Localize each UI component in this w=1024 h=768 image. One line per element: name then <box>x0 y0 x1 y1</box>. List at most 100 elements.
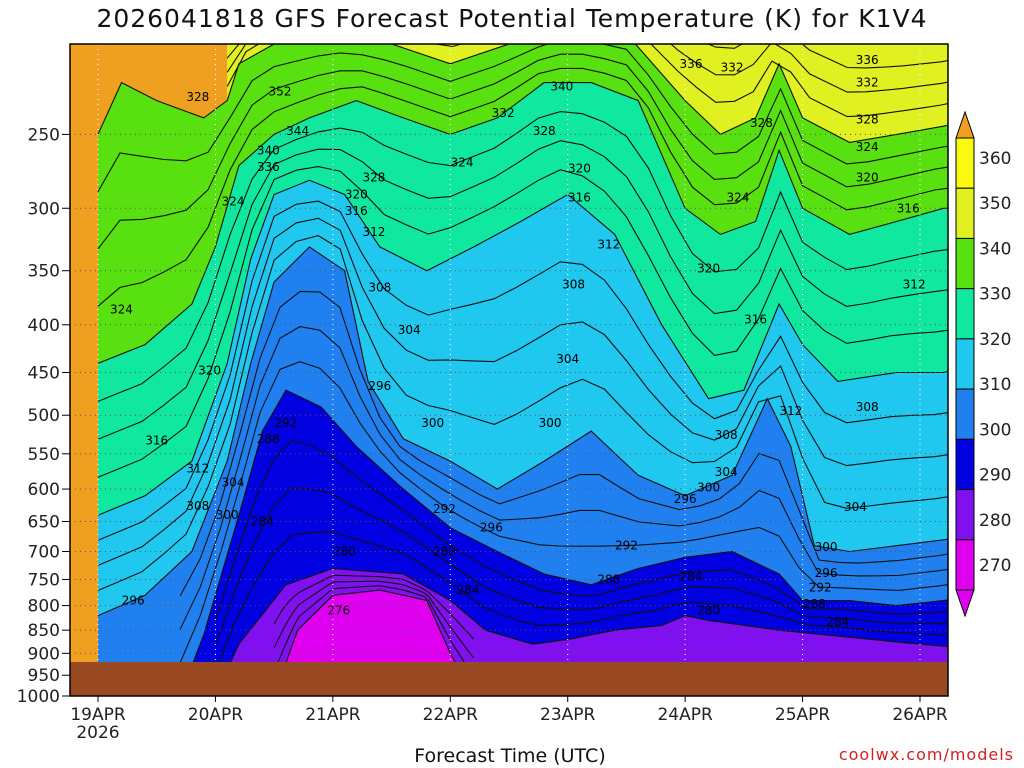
isentrope-lines <box>97 0 948 696</box>
colorbar-top-arrow <box>955 110 975 139</box>
contour-label: 300 <box>539 416 562 430</box>
isentrope-minor <box>214 530 948 672</box>
y-tick-label: 250 <box>28 125 60 145</box>
isentrope-340 <box>227 44 903 45</box>
isentrope-minor <box>273 585 475 678</box>
y-tick-label: 500 <box>28 406 60 426</box>
plot-frame <box>69 43 949 697</box>
contour-label: 340 <box>550 79 573 93</box>
contour-label: 288 <box>257 432 280 446</box>
contour-label: 308 <box>715 428 738 442</box>
contour-label: 296 <box>674 492 697 506</box>
contour-label: 292 <box>433 502 456 516</box>
contour-label: 316 <box>345 204 368 218</box>
y-tick-label: 450 <box>28 364 60 384</box>
contour-label: 296 <box>122 594 145 608</box>
color-bands <box>70 44 948 696</box>
x-tick-year: 2026 <box>76 723 119 743</box>
colorbar-bottom-arrow <box>955 589 975 618</box>
contour-label: 344 <box>286 124 309 138</box>
y-tick-label: 650 <box>28 512 60 532</box>
colorbar-label: 280 <box>979 511 1011 531</box>
x-axis: 19APR 20APR 21APR 22APR 23APR 24APR 25APR 26APR <box>70 696 948 725</box>
isentrope-310 <box>97 179 948 516</box>
contour-label: 312 <box>597 237 620 251</box>
colorbar-segment <box>955 489 975 541</box>
isentrope-minor <box>214 439 948 621</box>
contour-label: 316 <box>568 190 591 204</box>
contour-label: 332 <box>856 76 879 90</box>
chart-title: 2026041818 GFS Forecast Potential Temper… <box>96 4 928 33</box>
contour-label: 284 <box>826 615 849 629</box>
colorbar-label: 320 <box>979 330 1011 350</box>
x-tick-label: 22APR <box>423 705 479 725</box>
contour-label: 328 <box>856 113 879 127</box>
colorbar-segment <box>955 288 975 340</box>
isentrope-minor <box>227 0 450 12</box>
y-axis: 250 300 350 400 450 500 550 600 650 700 750 800 850 9… <box>17 125 70 707</box>
contour-label: 328 <box>533 124 556 138</box>
contour-label: 324 <box>110 302 133 316</box>
contour-label: 304 <box>844 500 867 514</box>
colorbar-segment <box>955 539 975 591</box>
colorbar-label: 350 <box>979 194 1011 214</box>
contour-label: 320 <box>697 261 720 275</box>
contour-label: 312 <box>363 225 386 239</box>
colorbar-segment <box>955 388 975 440</box>
x-tick-label: 23APR <box>540 705 596 725</box>
isentrope-350 <box>227 0 450 1</box>
colorbar: 360 350 340 330 320 310 300 290 280 270 <box>955 110 1011 618</box>
isentrope-minor <box>97 166 948 478</box>
grid-lines <box>70 44 948 696</box>
contour-label: 332 <box>721 61 744 75</box>
y-tick-label: 900 <box>28 644 60 664</box>
colorbar-label: 330 <box>979 285 1011 305</box>
isentrope-minor <box>97 53 948 250</box>
contour-label: 296 <box>368 379 391 393</box>
isentrope-280 <box>214 567 948 696</box>
isentrope-minor <box>97 235 948 592</box>
x-tick-label: 24APR <box>657 705 713 725</box>
contour-label: 292 <box>274 416 297 430</box>
colorbar-label: 340 <box>979 239 1011 259</box>
contour-label: 288 <box>597 572 620 586</box>
isentrope-minor <box>179 290 948 597</box>
contour-label: 288 <box>803 597 826 611</box>
isentrope-minor <box>97 111 948 402</box>
contour-label: 352 <box>269 85 292 99</box>
contour-label: 312 <box>903 277 926 291</box>
isentrope-minor <box>227 0 450 33</box>
contour-label: 284 <box>456 583 479 597</box>
contour-label: 324 <box>222 194 245 208</box>
x-tick-label: 26APR <box>892 705 948 725</box>
contour-label: 308 <box>186 499 209 513</box>
contour-label: 284 <box>680 570 703 584</box>
colorbar-label: 290 <box>979 466 1011 486</box>
isentrope-minor <box>97 140 948 440</box>
isentrope-300 <box>97 246 948 617</box>
contour-label: 312 <box>779 404 802 418</box>
colorbar-label: 360 <box>979 149 1011 169</box>
isentrope-minor <box>97 217 948 566</box>
isentrope-minor <box>226 44 948 118</box>
y-tick-label: 300 <box>28 199 60 219</box>
y-tick-label: 950 <box>28 666 60 686</box>
isentrope-minor <box>226 44 948 93</box>
contour-labels: 328 352 344 340 336 324 324 320 316 312 308 296 304 3… <box>110 53 926 629</box>
y-tick-label: 800 <box>28 597 60 617</box>
x-tick-label: 19APR <box>70 705 126 725</box>
y-tick-label: 1000 <box>17 687 60 707</box>
contour-label: 304 <box>715 465 738 479</box>
contour-label: 320 <box>345 188 368 202</box>
x-tick-label: 20APR <box>188 705 244 725</box>
contour-label: 324 <box>727 190 750 204</box>
contour-label: 320 <box>198 364 221 378</box>
contour-label: 296 <box>815 566 838 580</box>
colorbar-segment <box>955 338 975 390</box>
y-tick-label: 400 <box>28 316 60 336</box>
contour-label: 324 <box>856 140 879 154</box>
contour-label: 288 <box>433 545 456 559</box>
credit-text: coolwx.com/models <box>838 745 1014 764</box>
colorbar-label: 300 <box>979 420 1011 440</box>
